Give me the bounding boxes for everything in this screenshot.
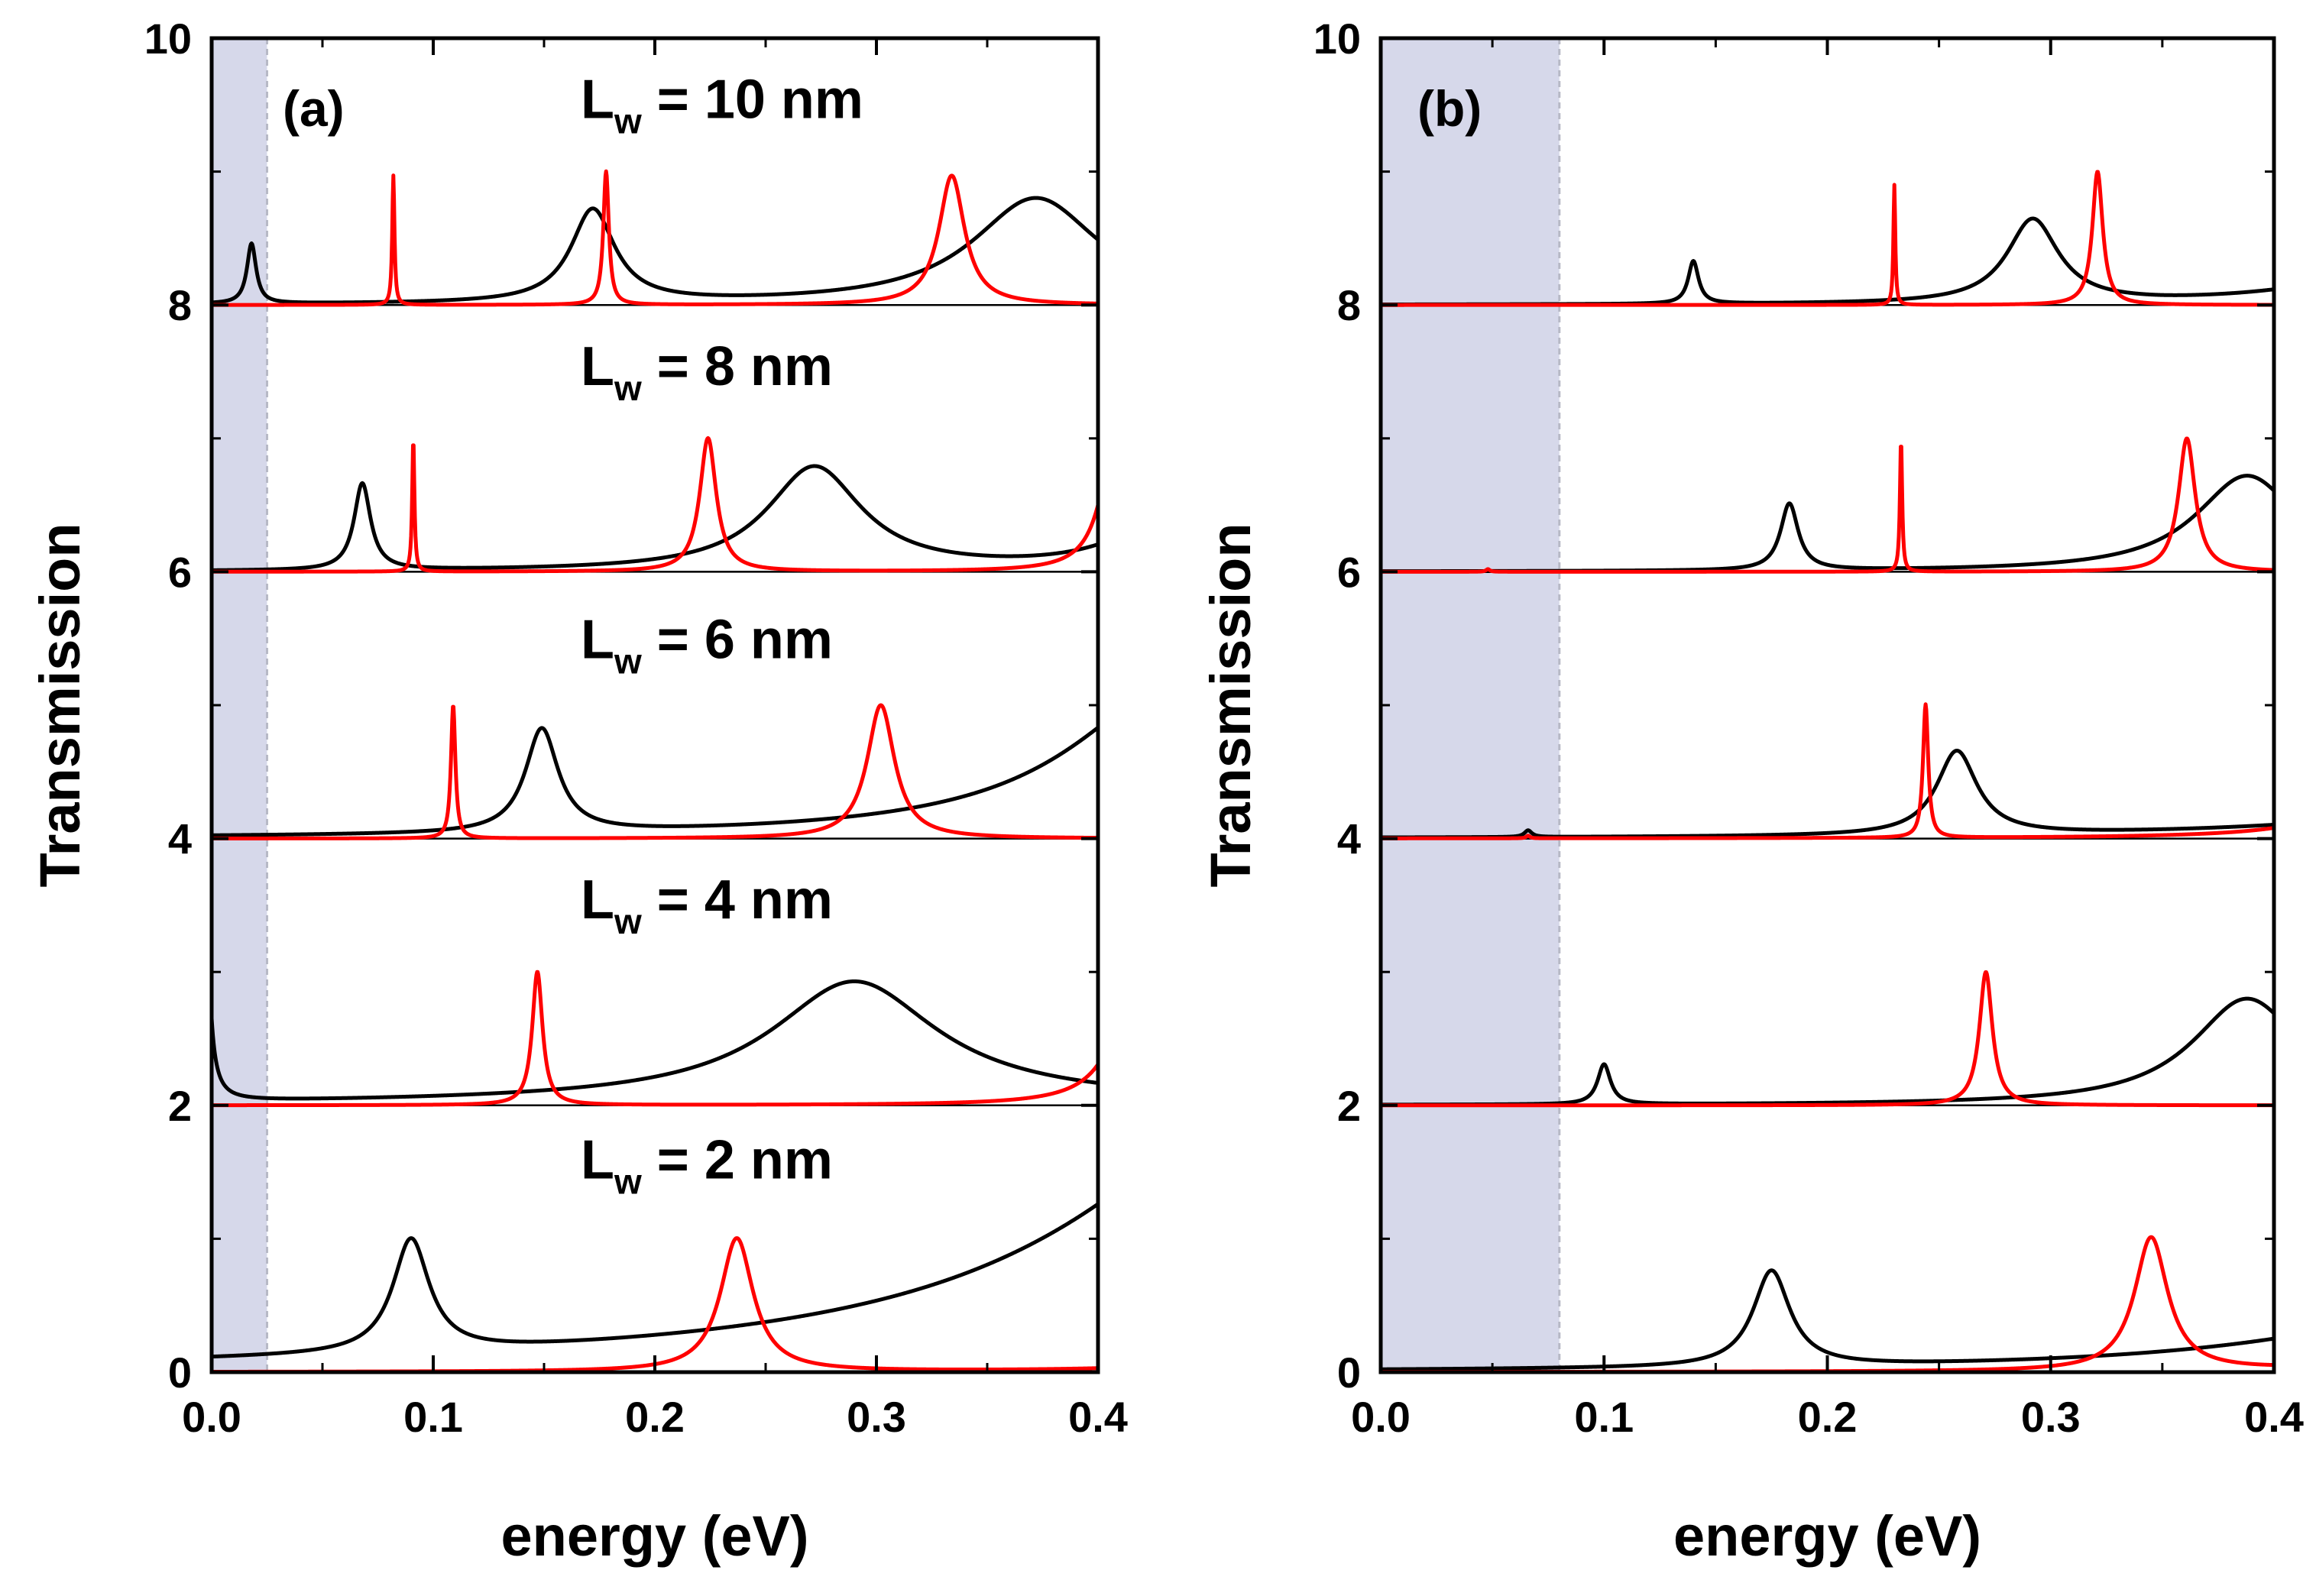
y-tick-label: 10 (144, 15, 192, 63)
curve-black-0 (210, 196, 1100, 305)
curve-label-subscript: w (614, 902, 642, 941)
curve-label-main: L (581, 336, 614, 397)
curve-label-subscript: w (614, 642, 642, 681)
x-tick-label: 0.0 (182, 1393, 241, 1441)
shaded-region (212, 38, 267, 1372)
curve-red-3 (210, 435, 1100, 574)
curve-label-subscript: w (614, 368, 642, 408)
y-tick-label: 10 (1313, 15, 1361, 63)
curve-black-8 (1379, 1268, 2276, 1371)
curve-red-1 (210, 169, 1100, 307)
x-tick-label: 0.0 (1351, 1393, 1411, 1441)
y-tick-label: 6 (168, 548, 192, 596)
curve-label-rest: = 4 nm (642, 869, 833, 931)
y-tick-label: 0 (168, 1348, 192, 1397)
y-tick-label: 0 (1337, 1348, 1361, 1397)
curve-label: Lw = 4 nm (581, 869, 833, 941)
y-axis-title: Transmission (1199, 523, 1262, 887)
curve-label: Lw = 2 nm (581, 1130, 833, 1202)
x-tick-label: 0.4 (2244, 1393, 2304, 1441)
y-tick-label: 4 (1337, 815, 1361, 863)
y-tick-label: 4 (168, 815, 192, 863)
curve-label-rest: = 6 nm (642, 610, 833, 671)
x-tick-label: 0.2 (1798, 1393, 1858, 1441)
curve-black-4 (1379, 749, 2276, 840)
curve-red-5 (210, 703, 1100, 840)
curve-label-main: L (581, 1130, 614, 1191)
curve-label-main: L (581, 70, 614, 131)
curve-label-rest: = 10 nm (642, 70, 863, 131)
curve-red-3 (1379, 436, 2276, 574)
x-tick-label: 0.1 (1574, 1393, 1634, 1441)
panel-a: 0.0 0.1 0.2 0.3 0.4 0 2 4 6 8 10 energy (eV) Transmi… (28, 15, 1128, 1568)
y-tick-label: 8 (168, 281, 192, 329)
curve-label: Lw = 6 nm (581, 610, 833, 681)
curve-red-7 (210, 970, 1100, 1108)
shaded-region (1381, 38, 1560, 1372)
y-tick-label: 2 (168, 1082, 192, 1130)
curve-black-6 (209, 979, 1100, 1101)
x-tick-label: 0.4 (1068, 1393, 1128, 1441)
curve-red-5 (1379, 702, 2276, 840)
curve-black-2 (210, 464, 1100, 572)
x-axis-title: energy (eV) (1673, 1504, 1981, 1568)
curve-red-9 (210, 1236, 1100, 1374)
y-axis-title: Transmission (28, 523, 92, 887)
x-tick-label: 0.3 (847, 1393, 906, 1441)
curve-label-rest: = 8 nm (642, 336, 833, 397)
curve-black-8 (210, 1202, 1100, 1359)
curve-label-main: L (581, 610, 614, 671)
y-tick-label: 2 (1337, 1082, 1361, 1130)
x-axis-title: energy (eV) (500, 1504, 808, 1568)
curve-label: Lw = 8 nm (581, 336, 833, 408)
y-tick-label: 8 (1337, 281, 1361, 329)
curve-label-subscript: w (614, 102, 642, 141)
y-tick-label: 6 (1337, 548, 1361, 596)
curve-label-main: L (581, 869, 614, 931)
curve-red-1 (1379, 170, 2276, 307)
x-tick-label: 0.2 (625, 1393, 685, 1441)
panel-label: (b) (1417, 80, 1482, 137)
curve-label-rest: = 2 nm (642, 1130, 833, 1191)
x-tick-label: 0.1 (403, 1393, 463, 1441)
x-tick-label: 0.3 (2021, 1393, 2081, 1441)
curve-red-7 (1379, 970, 2276, 1108)
curve-black-4 (210, 726, 1100, 837)
panel-b: 0.0 0.1 0.2 0.3 0.4 0 2 4 6 8 10 energy (eV) Transmi… (1199, 15, 2304, 1568)
panel-label: (a) (283, 80, 345, 137)
curve-label: Lw = 10 nm (581, 70, 863, 141)
curve-label-subscript: w (614, 1162, 642, 1202)
